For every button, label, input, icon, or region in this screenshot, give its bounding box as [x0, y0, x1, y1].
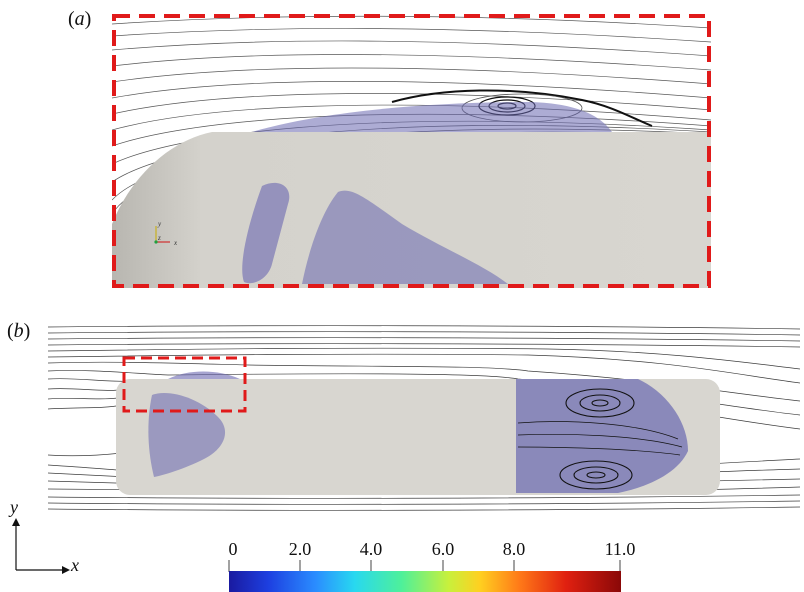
panel-b-full-view	[48, 323, 800, 511]
colorbar-tick-1: 2.0	[288, 539, 312, 559]
panel-a-triad-z: z	[157, 234, 161, 242]
panel-b-leading-iso-surface-top	[168, 371, 240, 379]
panel-a-triad-x: x	[173, 239, 178, 247]
axis-x-label: x	[71, 555, 79, 575]
colorbar-tick-3: 6.0	[431, 539, 455, 559]
colorbar-tick-0: 0	[228, 539, 238, 559]
panel-a-iso-surface-top	[252, 102, 612, 132]
panel-b-leading-iso-surface	[148, 393, 226, 477]
axes-arrows	[12, 518, 70, 574]
panel-a-figure: y z x	[112, 14, 711, 288]
panel-a-axes-triad	[154, 226, 170, 244]
panel-b-label: (b)	[7, 320, 31, 342]
panel-a-zoom-view: y z x	[112, 14, 711, 288]
panel-a-triad-y: y	[157, 220, 162, 228]
colorbar-tick-5: 11.0	[604, 539, 636, 559]
panel-a-label: (a)	[68, 8, 92, 30]
colorbar-gradient	[229, 571, 621, 592]
panel-b-figure	[48, 325, 800, 511]
colorbar-tick-2: 4.0	[359, 539, 383, 559]
axis-y-label: y	[10, 497, 18, 517]
panel-a-highlight-frame	[112, 14, 711, 288]
panel-b-wake-vortices	[517, 388, 683, 490]
colorbar-tick-4: 8.0	[502, 539, 526, 559]
panel-a-iso-surface-wedge	[302, 190, 508, 284]
panel-a-iso-surface-strip	[242, 182, 290, 284]
colorbar-tick-marks	[228, 560, 621, 572]
panel-b-highlight-box	[122, 356, 247, 413]
